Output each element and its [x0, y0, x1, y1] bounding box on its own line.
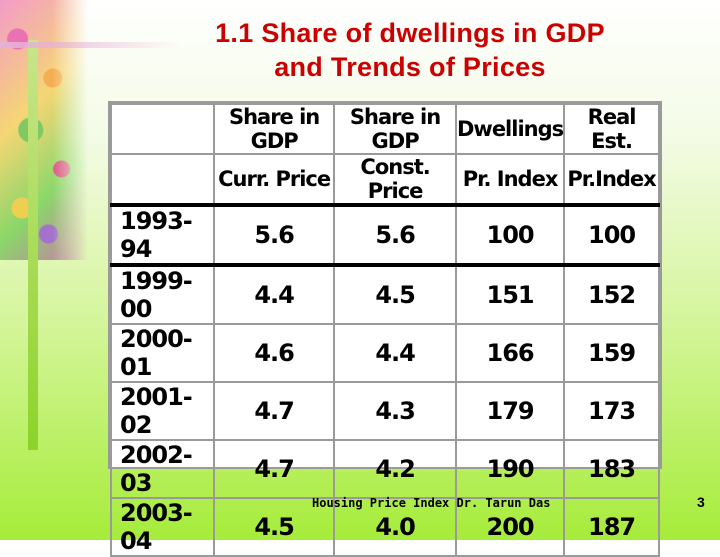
value-cell: 166 [454, 323, 566, 383]
value-cell: 100 [563, 204, 660, 267]
header-cell: Const. Price [333, 153, 457, 207]
year-cell: 1993-94 [109, 204, 216, 267]
decorative-side-stripe [28, 40, 38, 450]
value-cell: 4.4 [213, 264, 336, 325]
slide-title: 1.1 Share of dwellings in GDP and Trends… [110, 16, 710, 84]
header-cell [109, 103, 216, 155]
decorative-flower-art [0, 0, 88, 260]
value-cell: 183 [563, 439, 660, 499]
table-row: 1999-00 4.4 4.5 151 152 [109, 264, 660, 325]
data-table: Share in GDP Share in GDP Dwellings Real… [109, 103, 660, 557]
value-cell: 152 [563, 264, 660, 325]
table-row: 1993-94 5.6 5.6 100 100 [109, 204, 660, 267]
decorative-top-bar [0, 42, 180, 48]
header-cell: Dwellings [454, 103, 566, 155]
year-cell: 2002-03 [109, 439, 216, 499]
table-row: 2000-01 4.6 4.4 166 159 [109, 323, 660, 383]
data-table-container: Share in GDP Share in GDP Dwellings Real… [108, 101, 662, 557]
value-cell: 100 [454, 204, 566, 267]
header-cell: Share in GDP [213, 103, 336, 155]
year-cell: 1999-00 [109, 264, 216, 325]
value-cell: 4.6 [213, 323, 336, 383]
value-cell: 187 [563, 497, 660, 557]
value-cell: 4.7 [213, 439, 336, 499]
value-cell: 151 [454, 264, 566, 325]
slide-title-line2: and Trends of Prices [274, 52, 546, 82]
slide-footer: Housing Price Index Dr. Tarun Das [312, 496, 551, 510]
value-cell: 4.4 [333, 323, 457, 383]
value-cell: 173 [563, 381, 660, 441]
page-number: 3 [697, 494, 705, 510]
year-cell: 2000-01 [109, 323, 216, 383]
value-cell: 5.6 [213, 204, 336, 267]
header-cell [109, 153, 216, 207]
value-cell: 4.5 [333, 264, 457, 325]
header-row-2: Curr. Price Const. Price Pr. Index Pr.In… [109, 153, 660, 207]
table-row: 2001-02 4.7 4.3 179 173 [109, 381, 660, 441]
header-cell: Curr. Price [213, 153, 336, 207]
value-cell: 4.2 [333, 439, 457, 499]
value-cell: 4.7 [213, 381, 336, 441]
header-row-1: Share in GDP Share in GDP Dwellings Real… [109, 103, 660, 155]
header-cell: Pr. Index [454, 153, 566, 207]
value-cell: 179 [454, 381, 566, 441]
header-cell: Real Est. [563, 103, 660, 155]
year-cell: 2001-02 [109, 381, 216, 441]
value-cell: 5.6 [333, 204, 457, 267]
value-cell: 190 [454, 439, 566, 499]
value-cell: 159 [563, 323, 660, 383]
slide-title-line1: 1.1 Share of dwellings in GDP [215, 18, 605, 48]
header-cell: Share in GDP [333, 103, 457, 155]
table-row: 2002-03 4.7 4.2 190 183 [109, 439, 660, 499]
value-cell: 4.3 [333, 381, 457, 441]
header-cell: Pr.Index [563, 153, 660, 207]
year-cell: 2003-04 [109, 497, 216, 557]
